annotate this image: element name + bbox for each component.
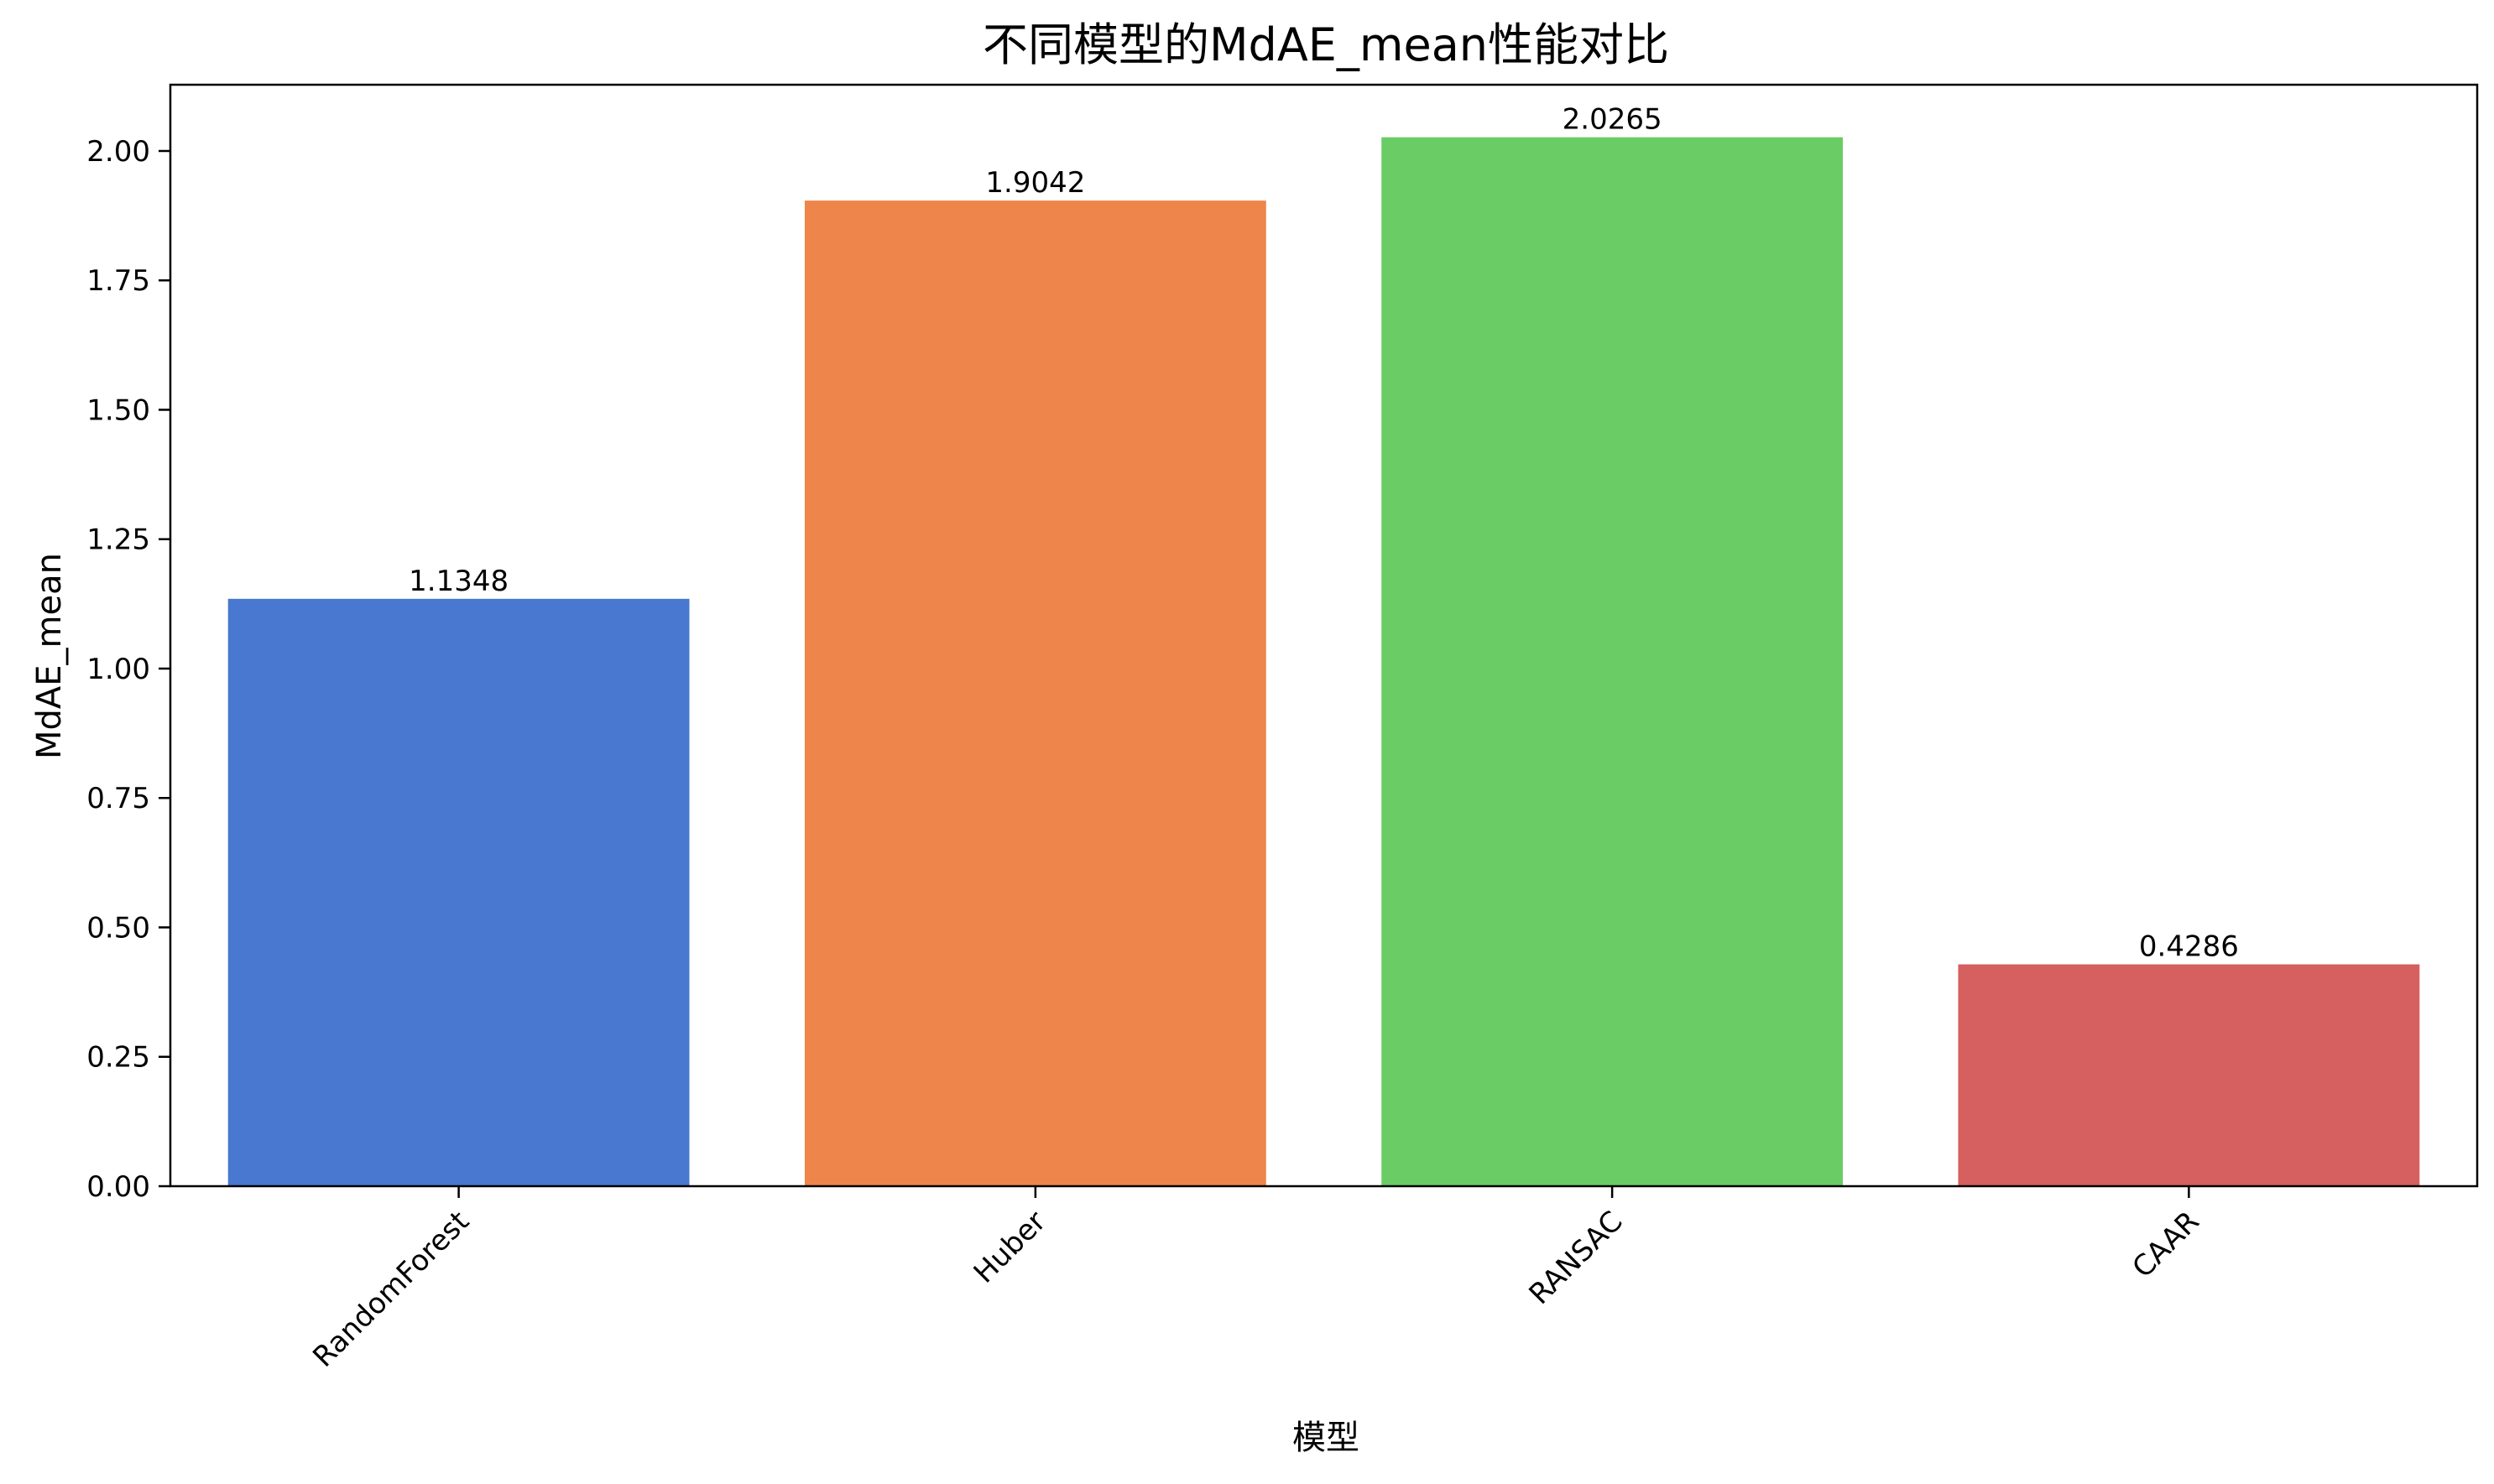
bar-randomforest [227,598,690,1186]
x-tick-label-randomforest: RandomForest [306,1205,476,1374]
plot-area: 1.1348 1.9042 2.0265 0.4286 0.00 0.25 0.50 0.75… [86,83,2479,1374]
x-axis-label: 模型 [1292,1419,1359,1457]
x-tick-label-ransac: RANSAC [1523,1205,1630,1311]
y-tick-label: 1.25 [86,523,150,557]
x-tick-label-caar: CAAR [2126,1205,2205,1284]
y-tick-label: 0.50 [86,911,150,945]
bar-huber [804,200,1266,1186]
data-label-huber: 1.9042 [985,166,1085,200]
bar-caar [1958,964,2420,1186]
y-tick-label: 2.00 [86,135,150,169]
data-label-ransac: 2.0265 [1563,103,1662,137]
bar-ransac [1381,137,1844,1186]
data-label-caar: 0.4286 [2139,930,2239,964]
y-tick-label: 1.75 [86,264,150,298]
y-tick-label: 0.00 [86,1170,150,1204]
plot-frame [169,83,2479,1188]
y-tick-label: 1.00 [86,653,150,686]
y-tick-label: 0.75 [86,782,150,815]
y-tick-label: 1.50 [86,393,150,427]
chart-title: 不同模型的MdAE_mean性能对比 [983,18,1669,71]
x-tick-label-huber: Huber [968,1205,1053,1290]
y-axis-label: MdAE_mean [30,553,69,759]
data-label-randomforest: 1.1348 [409,565,509,598]
y-tick-label: 0.25 [86,1041,150,1075]
